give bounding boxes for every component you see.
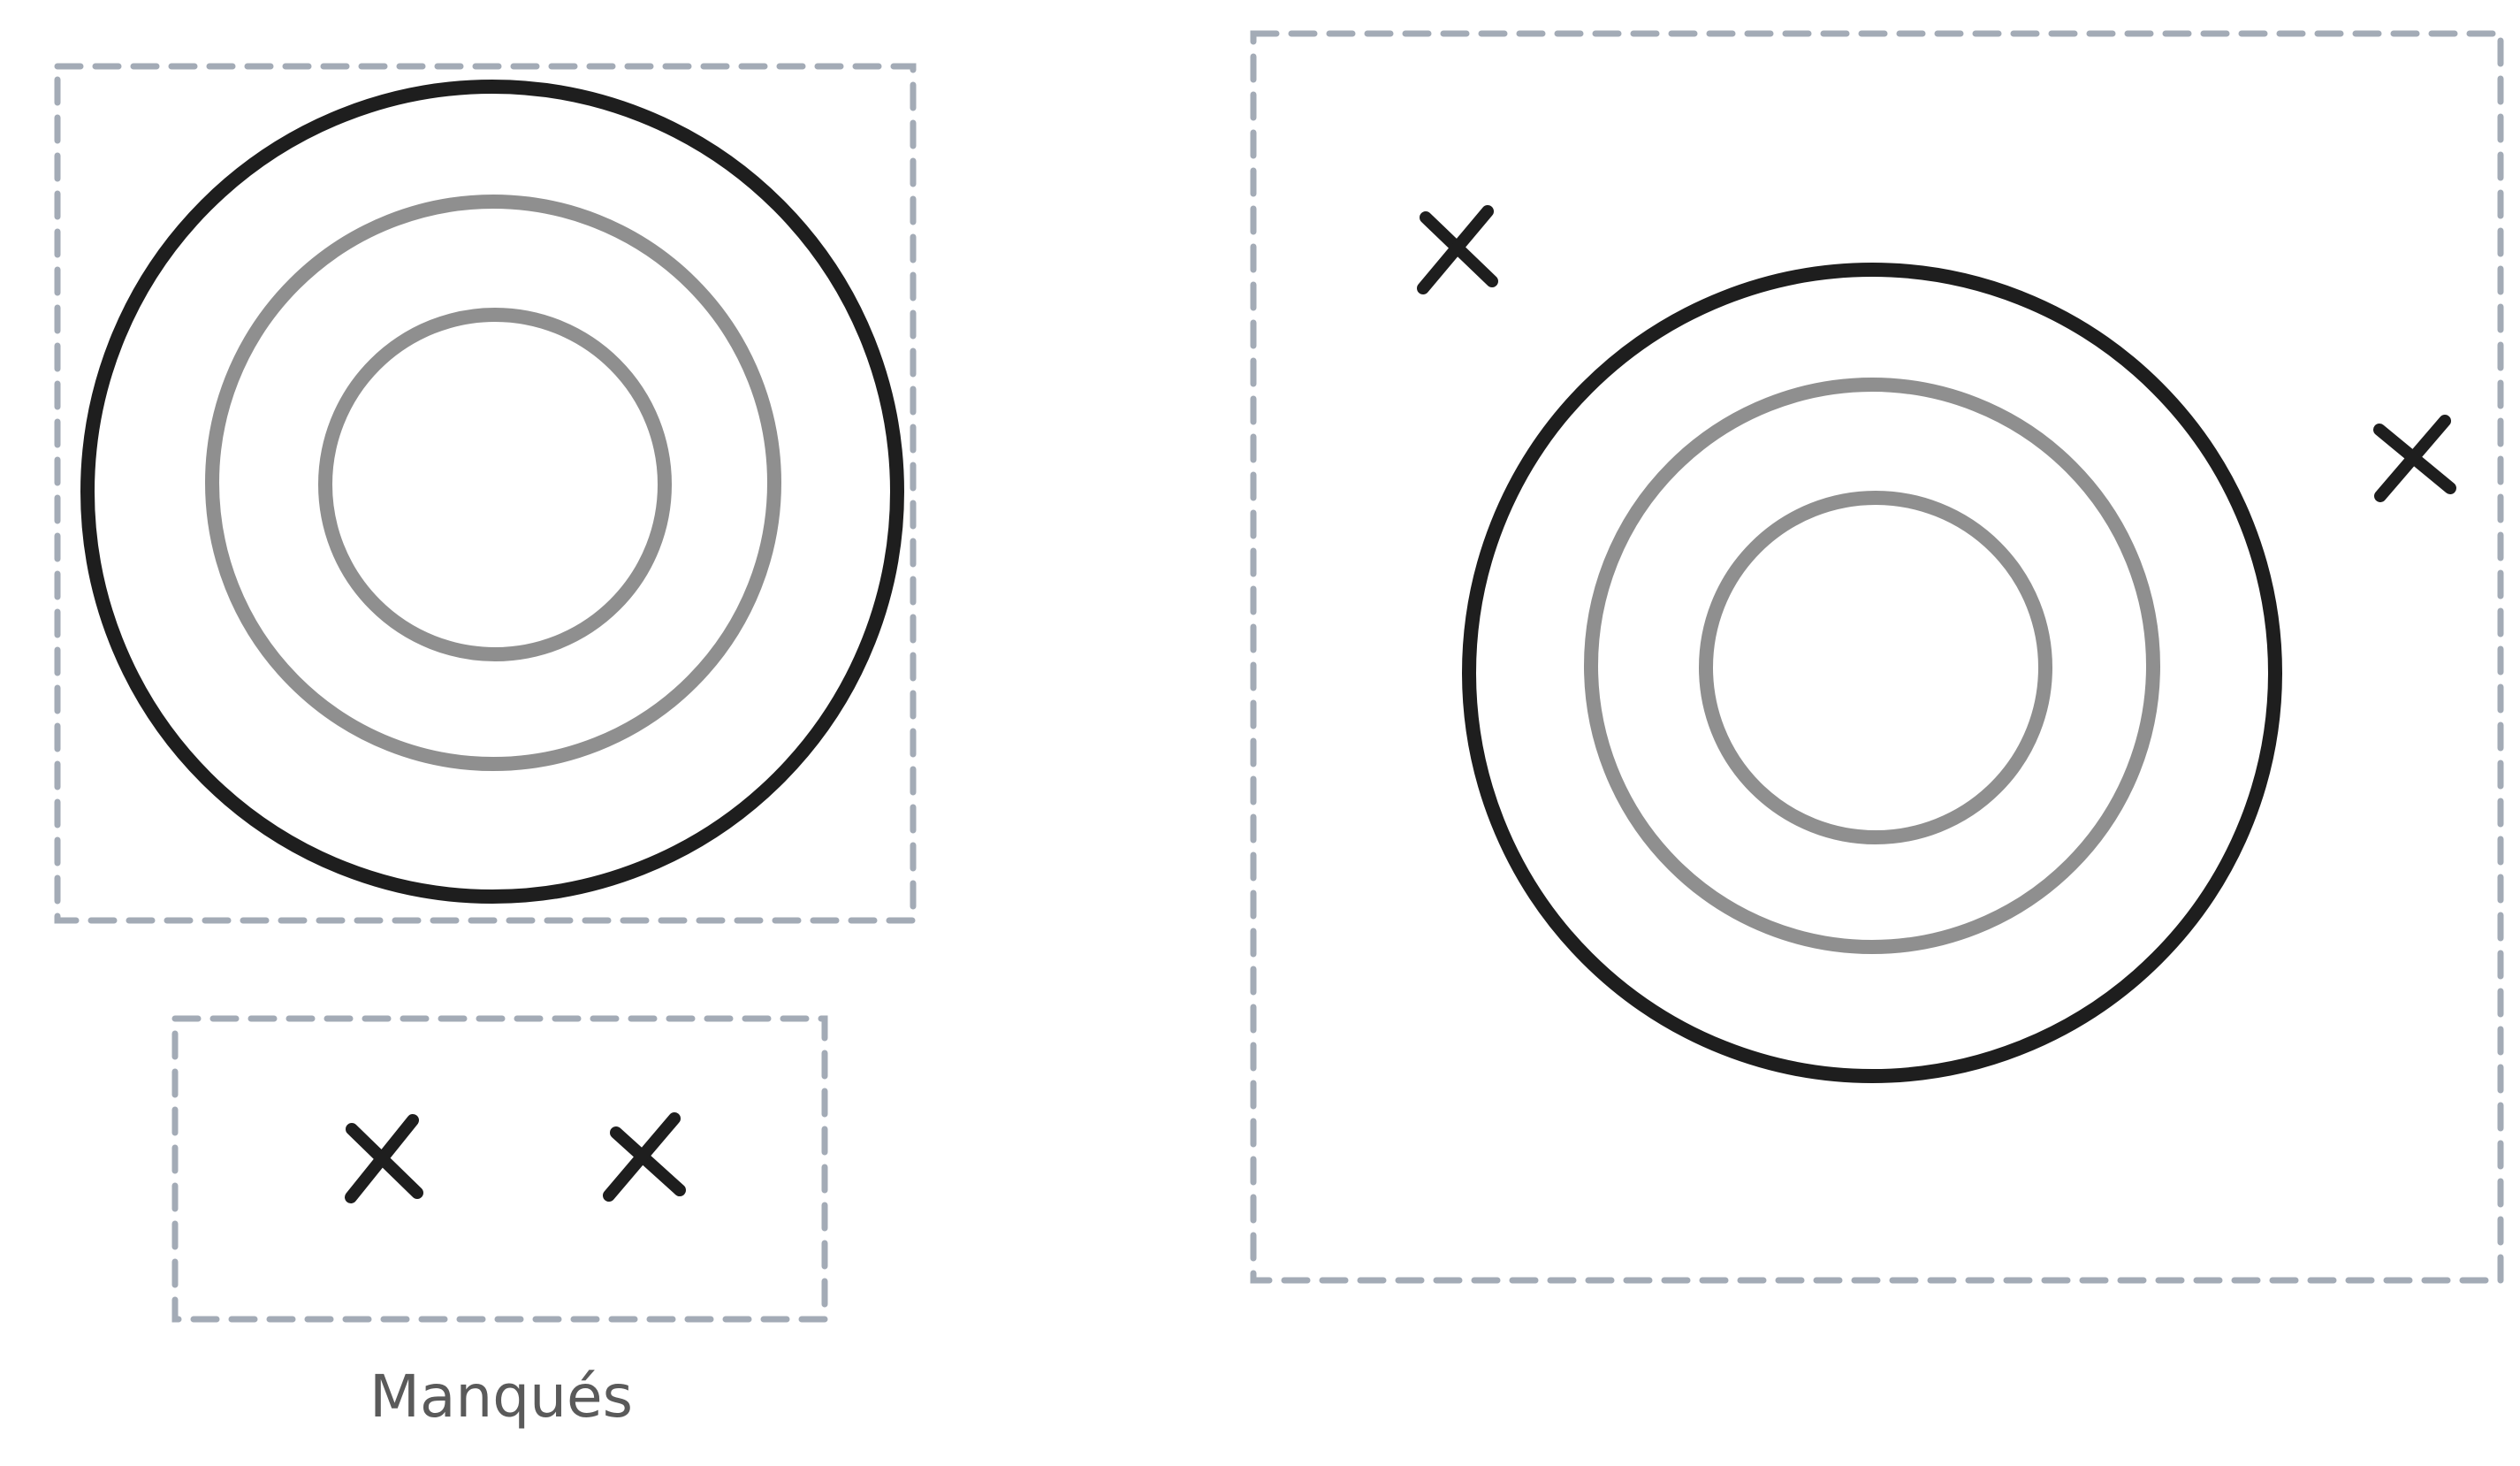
left-target-inner-ring: [318, 308, 672, 661]
left-target-group: [54, 63, 917, 924]
miss-mark-2-icon: [603, 1112, 686, 1202]
right-target-group: [1250, 30, 2504, 1284]
misses-frame: [171, 1015, 828, 1323]
miss-mark-1-icon: [345, 1114, 423, 1203]
right-target-middle-ring: [1584, 378, 2160, 954]
right-target-inner-ring: [1699, 491, 2052, 844]
left-target-frame: [54, 63, 917, 924]
right-target-icon: [1462, 263, 2282, 1083]
right-target-frame: [1250, 30, 2504, 1284]
misses-group: Manqués: [171, 1015, 828, 1431]
miss-mark-3-icon: [1417, 205, 1498, 294]
misses-caption: Manqués: [369, 1363, 633, 1431]
right-target-outer-ring: [1462, 263, 2282, 1083]
left-target-outer-ring: [80, 80, 904, 904]
left-target-icon: [80, 80, 904, 904]
left-target-middle-ring: [205, 195, 781, 771]
miss-mark-4-icon: [2373, 415, 2456, 502]
